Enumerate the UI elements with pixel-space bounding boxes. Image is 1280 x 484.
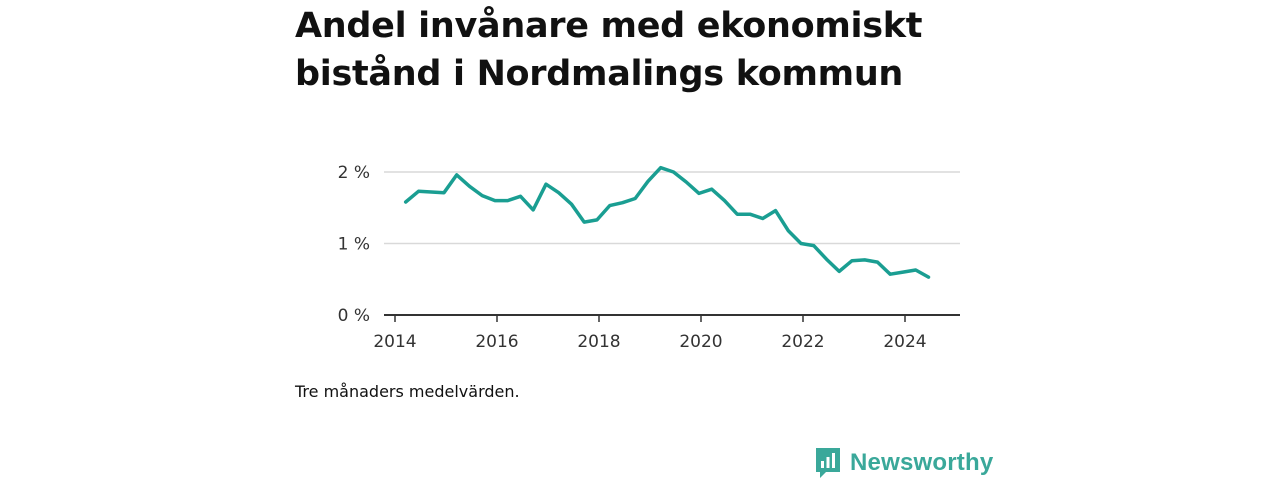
y-tick-label: 0 % — [338, 306, 370, 326]
gridlines — [384, 171, 960, 245]
x-axis: 2014 2016 2018 2020 2022 2024 — [373, 314, 960, 352]
chart-caption: Tre månaders medelvärden. — [295, 382, 520, 401]
x-tick-label: 2022 — [781, 332, 824, 352]
x-tick-label: 2018 — [577, 332, 620, 352]
x-tick-label: 2016 — [475, 332, 518, 352]
y-tick-label: 1 % — [338, 235, 370, 255]
x-tick-label: 2020 — [679, 332, 722, 352]
x-tick-label: 2024 — [883, 332, 926, 352]
series-line — [403, 165, 931, 279]
y-axis-labels: 0 % 1 % 2 % — [338, 163, 370, 326]
series-layer — [403, 165, 931, 279]
brand-logo: Newsworthy — [814, 446, 993, 480]
y-tick-label: 2 % — [338, 163, 370, 183]
chart-title: Andel invånare med ekonomiskt bistånd i … — [295, 6, 923, 94]
x-tick-label: 2014 — [373, 332, 416, 352]
brand-name: Newsworthy — [850, 449, 994, 476]
newsworthy-logo-icon — [816, 448, 840, 478]
